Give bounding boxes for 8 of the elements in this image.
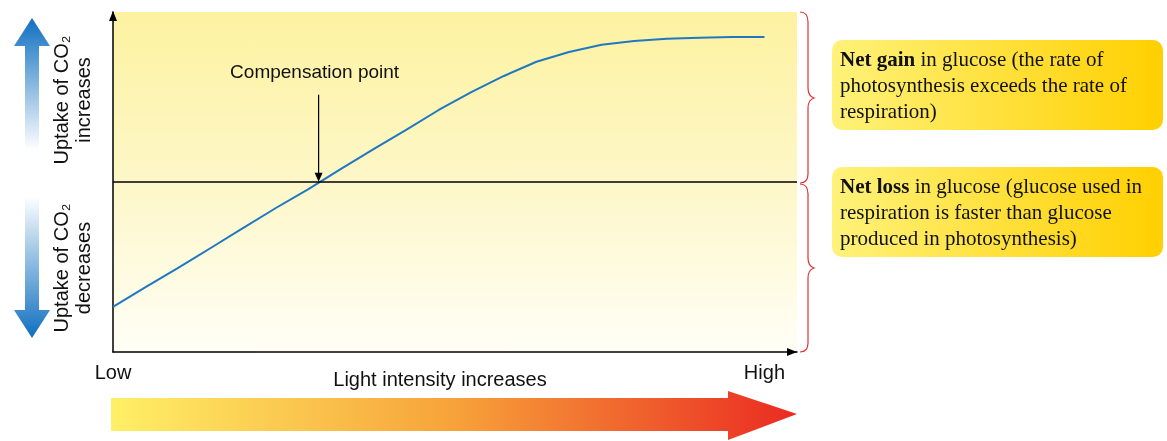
x-axis-title: Light intensity increases (333, 368, 547, 391)
x-tick-label: High (743, 361, 785, 383)
text: Uptake of CO₂ increases (50, 34, 94, 167)
text: Net gain in glucose (the rate of photosynthesis exceeds the rate of respiration) (832, 40, 1163, 130)
text: Uptake of CO₂ decreases (50, 202, 94, 335)
annotation: Compensation point (230, 60, 400, 83)
x-tick-label: Low (94, 361, 132, 383)
text: Net loss in glucose (glucose used in respiration is faster than glucose produced in photosynthesis) (832, 167, 1163, 257)
